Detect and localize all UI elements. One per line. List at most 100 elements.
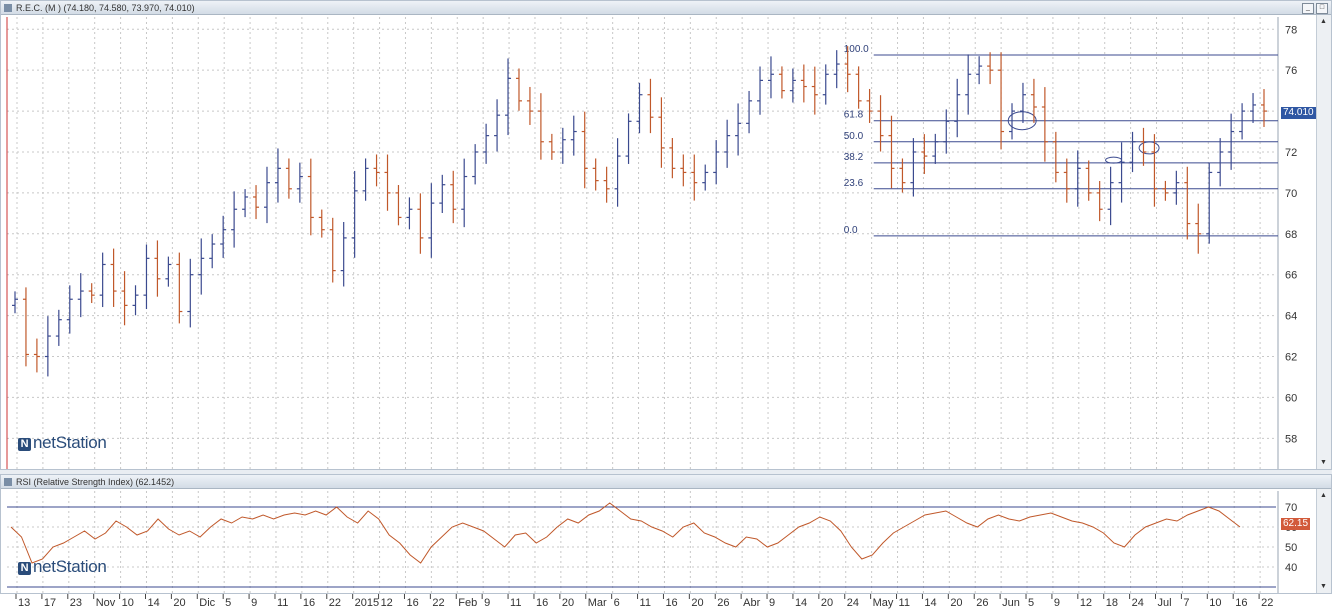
price-panel-title: R.E.C. (M ) (74.180, 74.580, 73.970, 74.… [16,3,195,13]
y-tick-label: 70 [1285,502,1297,514]
x-tick-label: 20 [562,597,574,609]
x-tick-label: 6 [614,597,620,609]
x-tick-label: 16 [1235,597,1247,609]
last-rsi-badge: 62.15 [1281,518,1311,530]
x-tick-label: 14 [147,597,159,609]
y-tick-label: 62 [1285,352,1297,364]
x-tick-label: 14 [795,597,807,609]
x-tick-label: 20 [173,597,185,609]
y-tick-label: 72 [1285,147,1297,159]
y-tick-label: 60 [1285,392,1297,404]
rsi-scrollbar[interactable]: ▲ ▼ [1316,489,1331,593]
x-tick-label: 9 [1054,597,1060,609]
x-tick-label: 12 [1080,597,1092,609]
x-tick-label: 9 [484,597,490,609]
rsi-line [10,502,1241,564]
x-tick-label: Dic [199,597,215,609]
x-tick-label: Nov [96,597,116,609]
last-price-badge: 74.010 [1281,107,1316,119]
y-tick-label: 66 [1285,270,1297,282]
x-tick-label: 22 [1261,597,1273,609]
fibonacci-level-label: 50.0 [844,131,864,142]
maximize-button[interactable]: □ [1316,3,1328,14]
x-tick-label: Feb [458,597,477,609]
fibonacci-level-label: 100.0 [844,44,869,55]
price-chart-panel: R.E.C. (M ) (74.180, 74.580, 73.970, 74.… [0,0,1332,470]
x-tick-label: 2015 [355,597,379,609]
x-tick-label: 22 [329,597,341,609]
x-tick-label: 13 [18,597,30,609]
x-tick-label: 11 [510,597,521,609]
x-tick-label: 16 [665,597,677,609]
x-tick-label: Abr [743,597,760,609]
x-tick-label: 16 [406,597,418,609]
x-tick-label: 26 [976,597,988,609]
x-tick-label: 23 [70,597,82,609]
price-scrollbar[interactable]: ▲ ▼ [1316,15,1331,469]
annotation-ellipse [1105,156,1123,164]
x-tick-label: 7 [1183,597,1189,609]
y-tick-label: 50 [1285,542,1297,554]
y-tick-label: 68 [1285,229,1297,241]
price-chart[interactable]: 5860626466687072747678100.061.850.038.22… [1,1,1332,471]
scroll-up-icon[interactable]: ▲ [1320,492,1327,499]
x-tick-label: 26 [717,597,729,609]
netstation-logo-icon: N [18,562,31,575]
x-tick-label: 10 [1209,597,1221,609]
y-tick-label: 40 [1285,562,1297,574]
x-tick-label: 5 [1028,597,1034,609]
x-tick-label: 20 [950,597,962,609]
scroll-up-icon[interactable]: ▲ [1320,18,1327,25]
x-tick-label: 17 [44,597,56,609]
x-tick-label: 11 [277,597,288,609]
netstation-logo-text: netStation [33,433,107,452]
netstation-logo-text: netStation [33,557,107,576]
x-tick-label: 9 [769,597,775,609]
x-tick-label: 11 [640,597,651,609]
x-tick-label: 16 [536,597,548,609]
panel-icon [4,478,12,486]
x-tick-label: 5 [225,597,231,609]
x-tick-label: 9 [251,597,257,609]
rsi-chart[interactable]: 40506070 [1,475,1332,595]
x-tick-label: 18 [1106,597,1118,609]
scroll-down-icon[interactable]: ▼ [1320,583,1327,590]
x-tick-label: 20 [691,597,703,609]
x-tick-label: 16 [303,597,315,609]
x-tick-label: 12 [381,597,393,609]
panel-icon [4,4,12,12]
x-tick-label: 22 [432,597,444,609]
annotation-ellipse [1007,111,1037,131]
x-tick-label: 11 [899,597,910,609]
x-tick-label: 10 [122,597,134,609]
x-tick-label: May [873,597,894,609]
fibonacci-level-label: 61.8 [844,110,864,121]
x-axis: 13 17 23 Nov 10 14 20 Dic 5 9 11 16 22 2015 12 16 22 Feb 9… [0,594,1332,610]
y-tick-label: 58 [1285,433,1297,445]
x-tick-label: 24 [1132,597,1144,609]
rsi-panel-titlebar: RSI (Relative Strength Index) (62.1452) [1,475,1331,489]
annotation-ellipse [1138,141,1160,155]
x-tick-label: 24 [847,597,859,609]
minimize-button[interactable]: _ [1302,3,1314,14]
y-tick-label: 64 [1285,311,1297,323]
x-tick-label: Jun [1002,597,1020,609]
rsi-panel-title: RSI (Relative Strength Index) (62.1452) [16,477,175,487]
fibonacci-level-label: 23.6 [844,178,864,189]
x-tick-label: 14 [924,597,936,609]
y-tick-label: 76 [1285,65,1297,77]
price-panel-titlebar: R.E.C. (M ) (74.180, 74.580, 73.970, 74.… [1,1,1331,15]
fibonacci-level-label: 38.2 [844,152,864,163]
x-tick-label: Jul [1158,597,1172,609]
scroll-down-icon[interactable]: ▼ [1320,459,1327,466]
x-tick-label: Mar [588,597,607,609]
y-tick-label: 78 [1285,24,1297,36]
netstation-logo-icon: N [18,438,31,451]
fibonacci-level-label: 0.0 [844,225,858,236]
y-tick-label: 70 [1285,188,1297,200]
x-axis-background [0,594,1332,610]
rsi-chart-panel: RSI (Relative Strength Index) (62.1452) … [0,474,1332,594]
x-tick-label: 20 [821,597,833,609]
